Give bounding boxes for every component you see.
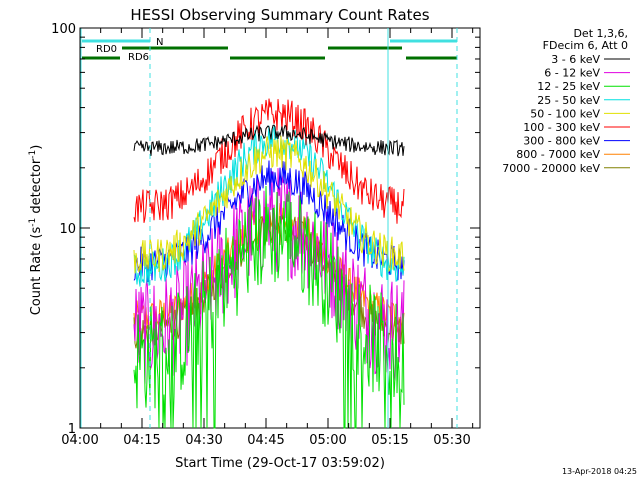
y-axis-label: Count Rate (s-1 detector-1)	[28, 145, 44, 316]
x-tick-label: 04:30	[185, 433, 222, 448]
legend-header-line: FDecim 6, Att 0	[543, 39, 628, 52]
legend-entry-label: 12 - 25 keV	[537, 80, 600, 93]
series-line-25_50keV	[133, 125, 405, 287]
ylabel-sup1: -1	[28, 218, 38, 227]
axis-ticks: 04:00 04:15 04:30 04:45 05:00 05:15 05:30 1 10 10…	[51, 22, 480, 448]
x-axis-label: Start Time (29-Oct-17 03:59:02)	[175, 456, 385, 471]
ylabel-main: Count Rate (s	[29, 227, 44, 316]
label-rd6: RD6	[128, 52, 149, 63]
footer-date: 13-Apr-2018 04:25	[562, 467, 637, 476]
legend-entry-label: 800 - 7000 keV	[516, 148, 600, 161]
legend-entry-label: 6 - 12 keV	[544, 67, 600, 80]
y-tick-label: 1	[68, 422, 76, 437]
state-bars: N RD0 RD6	[80, 28, 458, 428]
series-line-50_100keV	[133, 135, 405, 274]
x-tick-label: 05:15	[371, 433, 408, 448]
x-tick-label: 05:00	[309, 433, 346, 448]
series-line-12_25keV	[133, 185, 405, 429]
legend-entry-label: 25 - 50 keV	[537, 94, 600, 107]
series-line-3_6keV	[133, 124, 405, 157]
chart-title: HESSI Observing Summary Count Rates	[130, 6, 429, 24]
label-rd0: RD0	[96, 44, 117, 55]
x-tick-label: 04:45	[247, 433, 284, 448]
legend-entry-label: 7000 - 20000 keV	[502, 162, 600, 175]
x-tick-label: 04:15	[123, 433, 160, 448]
ylabel-end: )	[29, 145, 44, 150]
legend-entry-label: 100 - 300 keV	[523, 121, 600, 134]
label-n: N	[156, 37, 163, 48]
series-layer	[133, 98, 405, 429]
legend-entry-label: 50 - 100 keV	[530, 107, 600, 120]
ylabel-mid: detector	[29, 158, 44, 218]
legend-entry-label: 300 - 800 keV	[523, 135, 600, 148]
y-tick-label: 10	[59, 222, 76, 237]
x-tick-label: 05:30	[433, 433, 470, 448]
legend-entry-label: 3 - 6 keV	[551, 53, 600, 66]
ylabel-sup2: -1	[28, 150, 38, 159]
x-tick-label: 04:00	[61, 433, 98, 448]
y-tick-label: 100	[51, 22, 76, 37]
legend-header-line: Det 1,3,6,	[573, 27, 628, 40]
series-line-6_12keV	[133, 168, 405, 384]
series-line-100_300keV	[133, 98, 405, 224]
